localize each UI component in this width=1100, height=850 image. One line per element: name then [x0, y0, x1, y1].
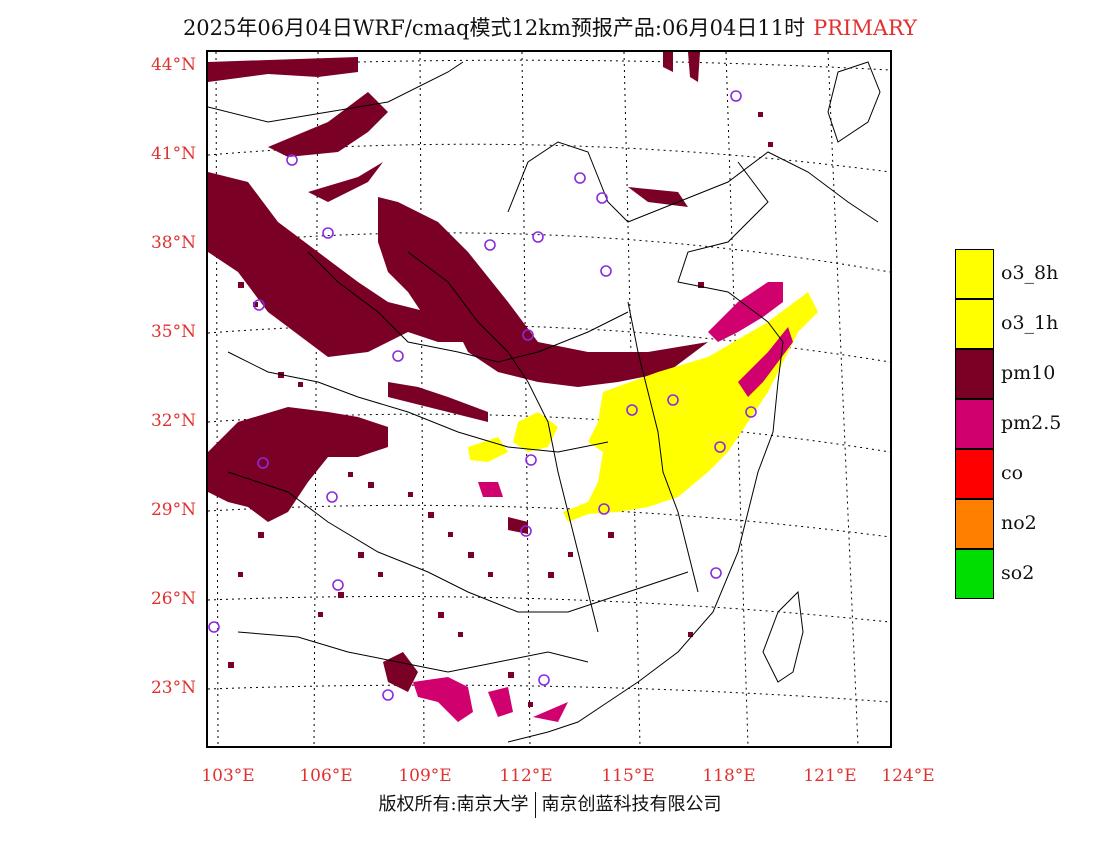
footer-divider — [534, 792, 536, 818]
legend-swatch — [955, 499, 994, 549]
lon-label-112: 112°E — [499, 766, 553, 786]
copyright-left: 版权所有:南京大学 — [378, 794, 529, 815]
lon-label-115: 115°E — [601, 766, 655, 786]
legend-swatch — [955, 299, 994, 349]
legend-item-co: co — [955, 449, 1100, 499]
pm10-regions — [208, 52, 708, 692]
copyright-right: 南京创蓝科技有限公司 — [541, 794, 722, 815]
graticule — [208, 52, 890, 746]
o3-region — [468, 292, 818, 522]
lat-label-26: 26°N — [150, 589, 196, 609]
legend-label: no2 — [1001, 512, 1037, 534]
lat-label-41: 41°N — [150, 144, 196, 164]
lon-label-121: 121°E — [803, 766, 857, 786]
legend-item-pm25: pm2.5 — [955, 399, 1100, 449]
legend-label: co — [1001, 462, 1024, 484]
map-canvas — [208, 52, 890, 746]
title-text: 2025年06月04日WRF/cmaq模式12km预报产品:06月04日11时 — [182, 16, 806, 40]
title-tag: PRIMARY — [813, 16, 918, 40]
legend-label: so2 — [1001, 562, 1035, 584]
lon-label-103: 103°E — [201, 766, 255, 786]
lat-label-23: 23°N — [150, 678, 196, 698]
pm25-regions — [413, 282, 793, 722]
province-borders — [208, 61, 881, 743]
legend-label: pm10 — [1001, 362, 1056, 384]
copyright-footer: 版权所有:南京大学 南京创蓝科技有限公司 — [0, 790, 1100, 818]
map-panel[interactable] — [206, 50, 892, 748]
legend-swatch — [955, 549, 994, 599]
legend-swatch — [955, 249, 994, 299]
legend-item-so2: so2 — [955, 549, 1100, 599]
legend-label: o3_8h — [1001, 262, 1059, 284]
legend-label: o3_1h — [1001, 312, 1059, 334]
lon-label-118: 118°E — [702, 766, 756, 786]
lat-label-44: 44°N — [150, 55, 196, 75]
lon-label-106: 106°E — [299, 766, 353, 786]
legend-item-no2: no2 — [955, 499, 1100, 549]
pm10-scatter — [228, 112, 773, 707]
lat-label-32: 32°N — [150, 411, 196, 431]
legend-swatch — [955, 349, 994, 399]
lon-label-109: 109°E — [398, 766, 452, 786]
legend-item-pm10: pm10 — [955, 349, 1100, 399]
station-markers — [208, 90, 757, 701]
lat-label-38: 38°N — [150, 233, 196, 253]
legend-item-o3-8h: o3_8h — [955, 249, 1100, 299]
pollutant-legend: o3_8h o3_1h pm10 pm2.5 co no2 so2 — [955, 249, 1100, 599]
legend-swatch — [955, 399, 994, 449]
legend-label: pm2.5 — [1001, 412, 1062, 434]
chart-title: 2025年06月04日WRF/cmaq模式12km预报产品:06月04日11时 P… — [0, 12, 1100, 42]
lat-label-35: 35°N — [150, 322, 196, 342]
lat-label-29: 29°N — [150, 500, 196, 520]
legend-swatch — [955, 449, 994, 499]
legend-item-o3-1h: o3_1h — [955, 299, 1100, 349]
lon-label-124: 124°E — [881, 766, 935, 786]
